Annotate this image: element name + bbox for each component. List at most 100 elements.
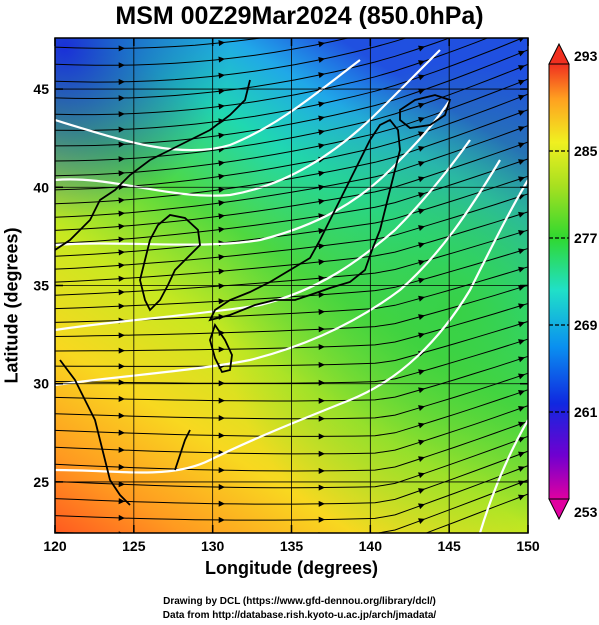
streamline <box>55 38 489 116</box>
streamline-arrow <box>318 72 325 79</box>
streamline-arrow <box>418 192 425 198</box>
streamline-arrow <box>118 249 125 256</box>
streamline-arrow <box>118 126 125 133</box>
streamline-arrow <box>318 467 325 474</box>
colorbar-ticks: 293 285 277 269 261 253 <box>549 48 598 520</box>
streamline-arrow <box>418 405 425 411</box>
streamline-arrow <box>118 95 125 102</box>
streamline-arrow <box>418 225 425 231</box>
streamline-arrow <box>518 211 525 218</box>
streamline-arrow <box>318 243 325 250</box>
streamline <box>55 193 528 270</box>
streamline-arrow <box>518 159 525 165</box>
streamline-arrow <box>218 132 225 139</box>
x-tick-label: 120 <box>43 538 67 554</box>
streamline-arrow <box>218 200 225 207</box>
streamline-arrow <box>218 346 225 353</box>
streamline-arrow <box>118 514 125 521</box>
streamline <box>55 435 528 489</box>
streamline-arrow <box>518 176 525 183</box>
streamline-arrow <box>218 40 225 47</box>
streamline-arrow <box>318 450 325 457</box>
coastlines <box>55 79 452 506</box>
streamline <box>55 38 265 49</box>
streamline-arrow <box>518 373 525 380</box>
streamline-arrow <box>318 343 325 351</box>
streamline-arrow <box>118 429 125 436</box>
height-contour <box>55 99 451 247</box>
colorbar-max-arrow <box>548 42 570 65</box>
colorbar-min-arrow <box>548 498 570 521</box>
streamline <box>55 465 528 521</box>
streamline-arrow <box>118 464 125 471</box>
streamline <box>55 211 528 283</box>
colorbar-label: 293 <box>574 48 598 64</box>
streamline-arrow <box>518 38 524 43</box>
streamline-arrow <box>318 500 325 507</box>
x-tick-label: 130 <box>201 538 225 554</box>
x-tick-label: 140 <box>359 538 383 554</box>
streamline-arrow <box>518 110 525 116</box>
streamline-arrow <box>518 65 525 71</box>
height-contour <box>55 49 441 197</box>
x-tick-label: 125 <box>122 538 146 554</box>
streamline-arrow <box>518 22 525 28</box>
streamline <box>424 493 528 533</box>
y-axis-title: Latitude (degrees) <box>1 227 22 384</box>
streamline-arrow <box>518 494 525 501</box>
height-contour <box>55 139 471 332</box>
streamline <box>55 63 528 162</box>
streamline-arrow <box>218 56 225 63</box>
streamline <box>55 38 451 100</box>
streamline-arrow <box>418 277 425 284</box>
streamline-arrow <box>418 332 425 339</box>
streamline-arrow <box>318 433 325 440</box>
streamline-arrow <box>118 197 125 204</box>
credit-data: Data from http://database.rish.kyoto-u.a… <box>162 610 437 621</box>
streamline-arrow <box>518 321 525 328</box>
streamline-arrow <box>318 227 325 235</box>
streamline-arrow <box>218 298 225 305</box>
streamline-arrow <box>518 285 525 291</box>
streamline-arrow <box>418 88 425 95</box>
streamline <box>55 175 528 257</box>
streamline-arrow <box>218 415 225 422</box>
height-contour <box>478 419 528 533</box>
streamline-arrow <box>418 488 425 494</box>
streamline-arrow <box>518 8 525 14</box>
streamline-arrow <box>118 275 125 282</box>
y-tick-label: 30 <box>33 376 49 392</box>
streamline-arrow <box>118 223 125 230</box>
streamline-arrow <box>118 62 125 69</box>
streamline-arrow <box>418 102 425 109</box>
streamline-arrow <box>418 45 425 52</box>
colorbar-label: 277 <box>574 230 598 246</box>
streamline <box>55 247 528 310</box>
streamline-arrow <box>118 446 125 453</box>
streamline-arrow <box>418 74 425 81</box>
streamline-arrow <box>318 291 325 298</box>
colorbar-label: 253 <box>574 504 598 520</box>
streamline-arrow <box>118 303 125 310</box>
streamline-arrow <box>418 60 425 66</box>
height-contours <box>55 49 528 533</box>
streamline-arrow <box>518 466 525 472</box>
streamline-arrow <box>318 101 325 108</box>
height-contour <box>55 159 501 387</box>
lat-lon-grid <box>55 38 528 533</box>
streamline <box>55 38 351 66</box>
streamline-arrow <box>418 0 425 6</box>
streamline <box>55 479 528 533</box>
streamline-arrow <box>418 131 425 138</box>
streamline-arrow <box>218 226 225 233</box>
streamline-arrow <box>418 176 425 183</box>
streamline-arrow <box>218 88 225 95</box>
streamline-arrow <box>118 332 125 339</box>
streamline-arrow <box>318 326 325 333</box>
streamline <box>55 372 528 420</box>
streamline <box>55 450 528 505</box>
streamline-arrow <box>518 421 525 428</box>
streamline-arrow <box>418 503 425 510</box>
x-tick-label: 135 <box>280 538 304 554</box>
